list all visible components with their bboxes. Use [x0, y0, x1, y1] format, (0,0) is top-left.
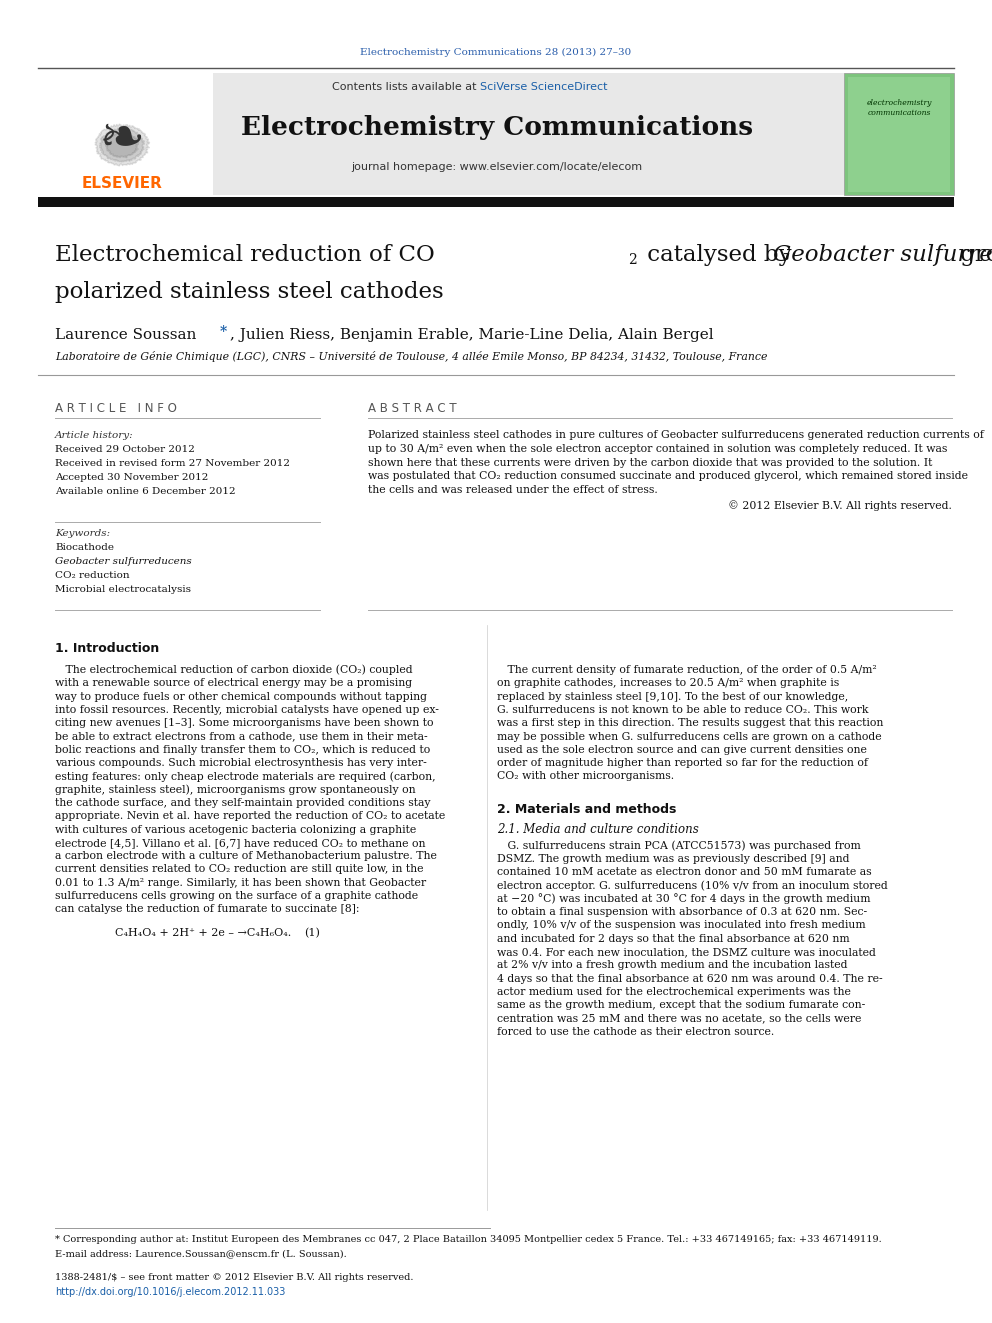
Text: CO₂ reduction: CO₂ reduction: [55, 572, 130, 581]
Text: up to 30 A/m² even when the sole electron acceptor contained in solution was com: up to 30 A/m² even when the sole electro…: [368, 443, 947, 454]
Text: with a renewable source of electrical energy may be a promising: with a renewable source of electrical en…: [55, 679, 412, 688]
Text: same as the growth medium, except that the sodium fumarate con-: same as the growth medium, except that t…: [497, 1000, 865, 1011]
Text: Microbial electrocatalysis: Microbial electrocatalysis: [55, 586, 191, 594]
Text: citing new avenues [1–3]. Some microorganisms have been shown to: citing new avenues [1–3]. Some microorga…: [55, 718, 434, 728]
Text: Polarized stainless steel cathodes in pure cultures of Geobacter sulfurreducens : Polarized stainless steel cathodes in pu…: [368, 430, 984, 441]
Text: Geobacter sulfurreducens: Geobacter sulfurreducens: [55, 557, 191, 566]
Text: contained 10 mM acetate as electron donor and 50 mM fumarate as: contained 10 mM acetate as electron dono…: [497, 868, 872, 877]
Text: the cells and was released under the effect of stress.: the cells and was released under the eff…: [368, 486, 658, 495]
Text: the cathode surface, and they self-maintain provided conditions stay: the cathode surface, and they self-maint…: [55, 798, 431, 808]
Text: © 2012 Elsevier B.V. All rights reserved.: © 2012 Elsevier B.V. All rights reserved…: [728, 500, 952, 512]
Text: at 2% v/v into a fresh growth medium and the incubation lasted: at 2% v/v into a fresh growth medium and…: [497, 960, 847, 970]
Text: was 0.4. For each new inoculation, the DSMZ culture was inoculated: was 0.4. For each new inoculation, the D…: [497, 947, 876, 957]
Text: catalysed by: catalysed by: [640, 243, 799, 266]
Text: The electrochemical reduction of carbon dioxide (CO₂) coupled: The electrochemical reduction of carbon …: [55, 664, 413, 675]
Text: Available online 6 December 2012: Available online 6 December 2012: [55, 487, 236, 496]
Text: appropriate. Nevin et al. have reported the reduction of CO₂ to acetate: appropriate. Nevin et al. have reported …: [55, 811, 445, 822]
Text: The current density of fumarate reduction, of the order of 0.5 A/m²: The current density of fumarate reductio…: [497, 665, 877, 675]
Text: electron acceptor. G. sulfurreducens (10% v/v from an inoculum stored: electron acceptor. G. sulfurreducens (10…: [497, 880, 888, 890]
Text: Laurence Soussan: Laurence Soussan: [55, 328, 201, 343]
Text: Electrochemistry Communications 28 (2013) 27–30: Electrochemistry Communications 28 (2013…: [360, 48, 632, 57]
Text: way to produce fuels or other chemical compounds without tapping: way to produce fuels or other chemical c…: [55, 692, 427, 701]
Text: A R T I C L E   I N F O: A R T I C L E I N F O: [55, 401, 177, 414]
Text: actor medium used for the electrochemical experiments was the: actor medium used for the electrochemica…: [497, 987, 851, 998]
Text: forced to use the cathode as their electron source.: forced to use the cathode as their elect…: [497, 1027, 774, 1037]
Text: used as the sole electron source and can give current densities one: used as the sole electron source and can…: [497, 745, 867, 755]
Text: Biocathode: Biocathode: [55, 544, 114, 553]
Text: can catalyse the reduction of fumarate to succinate [8]:: can catalyse the reduction of fumarate t…: [55, 905, 359, 914]
Text: http://dx.doi.org/10.1016/j.elecom.2012.11.033: http://dx.doi.org/10.1016/j.elecom.2012.…: [55, 1287, 286, 1297]
Text: was a first step in this direction. The results suggest that this reaction: was a first step in this direction. The …: [497, 718, 883, 728]
Polygon shape: [99, 127, 145, 163]
Text: various compounds. Such microbial electrosynthesis has very inter-: various compounds. Such microbial electr…: [55, 758, 427, 769]
Text: ELSEVIER: ELSEVIER: [81, 176, 163, 191]
Text: SciVerse ScienceDirect: SciVerse ScienceDirect: [480, 82, 607, 93]
Text: Accepted 30 November 2012: Accepted 30 November 2012: [55, 474, 208, 483]
Bar: [38, 197, 954, 206]
Text: at −20 °C) was incubated at 30 °C for 4 days in the growth medium: at −20 °C) was incubated at 30 °C for 4 …: [497, 893, 871, 905]
Text: sulfurreducens cells growing on the surface of a graphite cathode: sulfurreducens cells growing on the surf…: [55, 892, 418, 901]
Text: 1. Introduction: 1. Introduction: [55, 642, 160, 655]
Text: be able to extract electrons from a cathode, use them in their meta-: be able to extract electrons from a cath…: [55, 732, 428, 741]
Text: G. sulfurreducens is not known to be able to reduce CO₂. This work: G. sulfurreducens is not known to be abl…: [497, 705, 869, 714]
Text: 2.1. Media and culture conditions: 2.1. Media and culture conditions: [497, 823, 698, 836]
Text: into fossil resources. Recently, microbial catalysts have opened up ex-: into fossil resources. Recently, microbi…: [55, 705, 438, 714]
Text: 4 days so that the final absorbance at 620 nm was around 0.4. The re-: 4 days so that the final absorbance at 6…: [497, 974, 883, 984]
Text: grown on: grown on: [953, 243, 992, 266]
Text: journal homepage: www.elsevier.com/locate/elecom: journal homepage: www.elsevier.com/locat…: [351, 161, 643, 172]
Text: on graphite cathodes, increases to 20.5 A/m² when graphite is: on graphite cathodes, increases to 20.5 …: [497, 679, 839, 688]
Text: polarized stainless steel cathodes: polarized stainless steel cathodes: [55, 280, 443, 303]
FancyBboxPatch shape: [848, 77, 950, 192]
Text: and incubated for 2 days so that the final absorbance at 620 nm: and incubated for 2 days so that the fin…: [497, 934, 849, 943]
Text: , Julien Riess, Benjamin Erable, Marie-Line Delia, Alain Bergel: , Julien Riess, Benjamin Erable, Marie-L…: [230, 328, 713, 343]
Text: *: *: [220, 325, 227, 339]
Text: graphite, stainless steel), microorganisms grow spontaneously on: graphite, stainless steel), microorganis…: [55, 785, 416, 795]
Text: Received 29 October 2012: Received 29 October 2012: [55, 446, 194, 455]
Text: bolic reactions and finally transfer them to CO₂, which is reduced to: bolic reactions and finally transfer the…: [55, 745, 431, 755]
Text: Electrochemistry Communications: Electrochemistry Communications: [241, 115, 753, 140]
Text: Received in revised form 27 November 2012: Received in revised form 27 November 201…: [55, 459, 290, 468]
Text: a carbon electrode with a culture of Methanobacterium palustre. The: a carbon electrode with a culture of Met…: [55, 851, 436, 861]
Text: Geobacter sulfurreducens: Geobacter sulfurreducens: [773, 243, 992, 266]
Text: was postulated that CO₂ reduction consumed succinate and produced glycerol, whic: was postulated that CO₂ reduction consum…: [368, 471, 968, 482]
Text: * Corresponding author at: Institut Europeen des Membranes cc 047, 2 Place Batai: * Corresponding author at: Institut Euro…: [55, 1236, 882, 1245]
Text: esting features: only cheap electrode materials are required (carbon,: esting features: only cheap electrode ma…: [55, 771, 435, 782]
FancyBboxPatch shape: [844, 73, 954, 194]
Text: (1): (1): [305, 927, 320, 938]
Text: electrochemistry
communications: electrochemistry communications: [866, 99, 931, 116]
Text: Contents lists available at: Contents lists available at: [332, 82, 480, 93]
Text: to obtain a final suspension with absorbance of 0.3 at 620 nm. Sec-: to obtain a final suspension with absorb…: [497, 908, 867, 917]
Text: CO₂ with other microorganisms.: CO₂ with other microorganisms.: [497, 771, 675, 782]
Text: order of magnitude higher than reported so far for the reduction of: order of magnitude higher than reported …: [497, 758, 868, 769]
FancyBboxPatch shape: [38, 73, 954, 194]
FancyBboxPatch shape: [48, 90, 203, 185]
Text: Laboratoire de Génie Chimique (LGC), CNRS – Université de Toulouse, 4 allée Emil: Laboratoire de Génie Chimique (LGC), CNR…: [55, 352, 768, 363]
Text: C₄H₄O₄ + 2H⁺ + 2e – →C₄H₆O₄.: C₄H₄O₄ + 2H⁺ + 2e – →C₄H₆O₄.: [115, 927, 292, 938]
Text: DSMZ. The growth medium was as previously described [9] and: DSMZ. The growth medium was as previousl…: [497, 855, 849, 864]
Text: 1388-2481/$ – see front matter © 2012 Elsevier B.V. All rights reserved.: 1388-2481/$ – see front matter © 2012 El…: [55, 1274, 414, 1282]
Text: centration was 25 mM and there was no acetate, so the cells were: centration was 25 mM and there was no ac…: [497, 1013, 861, 1024]
Text: 2. Materials and methods: 2. Materials and methods: [497, 803, 677, 816]
Text: Keywords:: Keywords:: [55, 529, 110, 538]
Text: may be possible when G. sulfurreducens cells are grown on a cathode: may be possible when G. sulfurreducens c…: [497, 732, 882, 741]
Text: electrode [4,5]. Villano et al. [6,7] have reduced CO₂ to methane on: electrode [4,5]. Villano et al. [6,7] ha…: [55, 837, 426, 848]
Text: Article history:: Article history:: [55, 430, 134, 439]
Text: E-mail address: Laurence.Soussan@enscm.fr (L. Soussan).: E-mail address: Laurence.Soussan@enscm.f…: [55, 1249, 347, 1258]
Polygon shape: [105, 132, 139, 157]
Text: replaced by stainless steel [9,10]. To the best of our knowledge,: replaced by stainless steel [9,10]. To t…: [497, 692, 848, 701]
Text: G. sulfurreducens strain PCA (ATCC51573) was purchased from: G. sulfurreducens strain PCA (ATCC51573)…: [497, 840, 861, 851]
Text: with cultures of various acetogenic bacteria colonizing a graphite: with cultures of various acetogenic bact…: [55, 824, 417, 835]
Text: ❧: ❧: [99, 112, 145, 167]
FancyBboxPatch shape: [38, 73, 213, 194]
Text: Electrochemical reduction of CO: Electrochemical reduction of CO: [55, 243, 434, 266]
Polygon shape: [94, 124, 149, 167]
Text: A B S T R A C T: A B S T R A C T: [368, 401, 456, 414]
Text: shown here that these currents were driven by the carbon dioxide that was provid: shown here that these currents were driv…: [368, 458, 932, 467]
Text: 0.01 to 1.3 A/m² range. Similarly, it has been shown that Geobacter: 0.01 to 1.3 A/m² range. Similarly, it ha…: [55, 877, 427, 888]
Text: current densities related to CO₂ reduction are still quite low, in the: current densities related to CO₂ reducti…: [55, 864, 424, 875]
Text: ondly, 10% v/v of the suspension was inoculated into fresh medium: ondly, 10% v/v of the suspension was ino…: [497, 921, 866, 930]
Text: 2: 2: [628, 253, 637, 267]
